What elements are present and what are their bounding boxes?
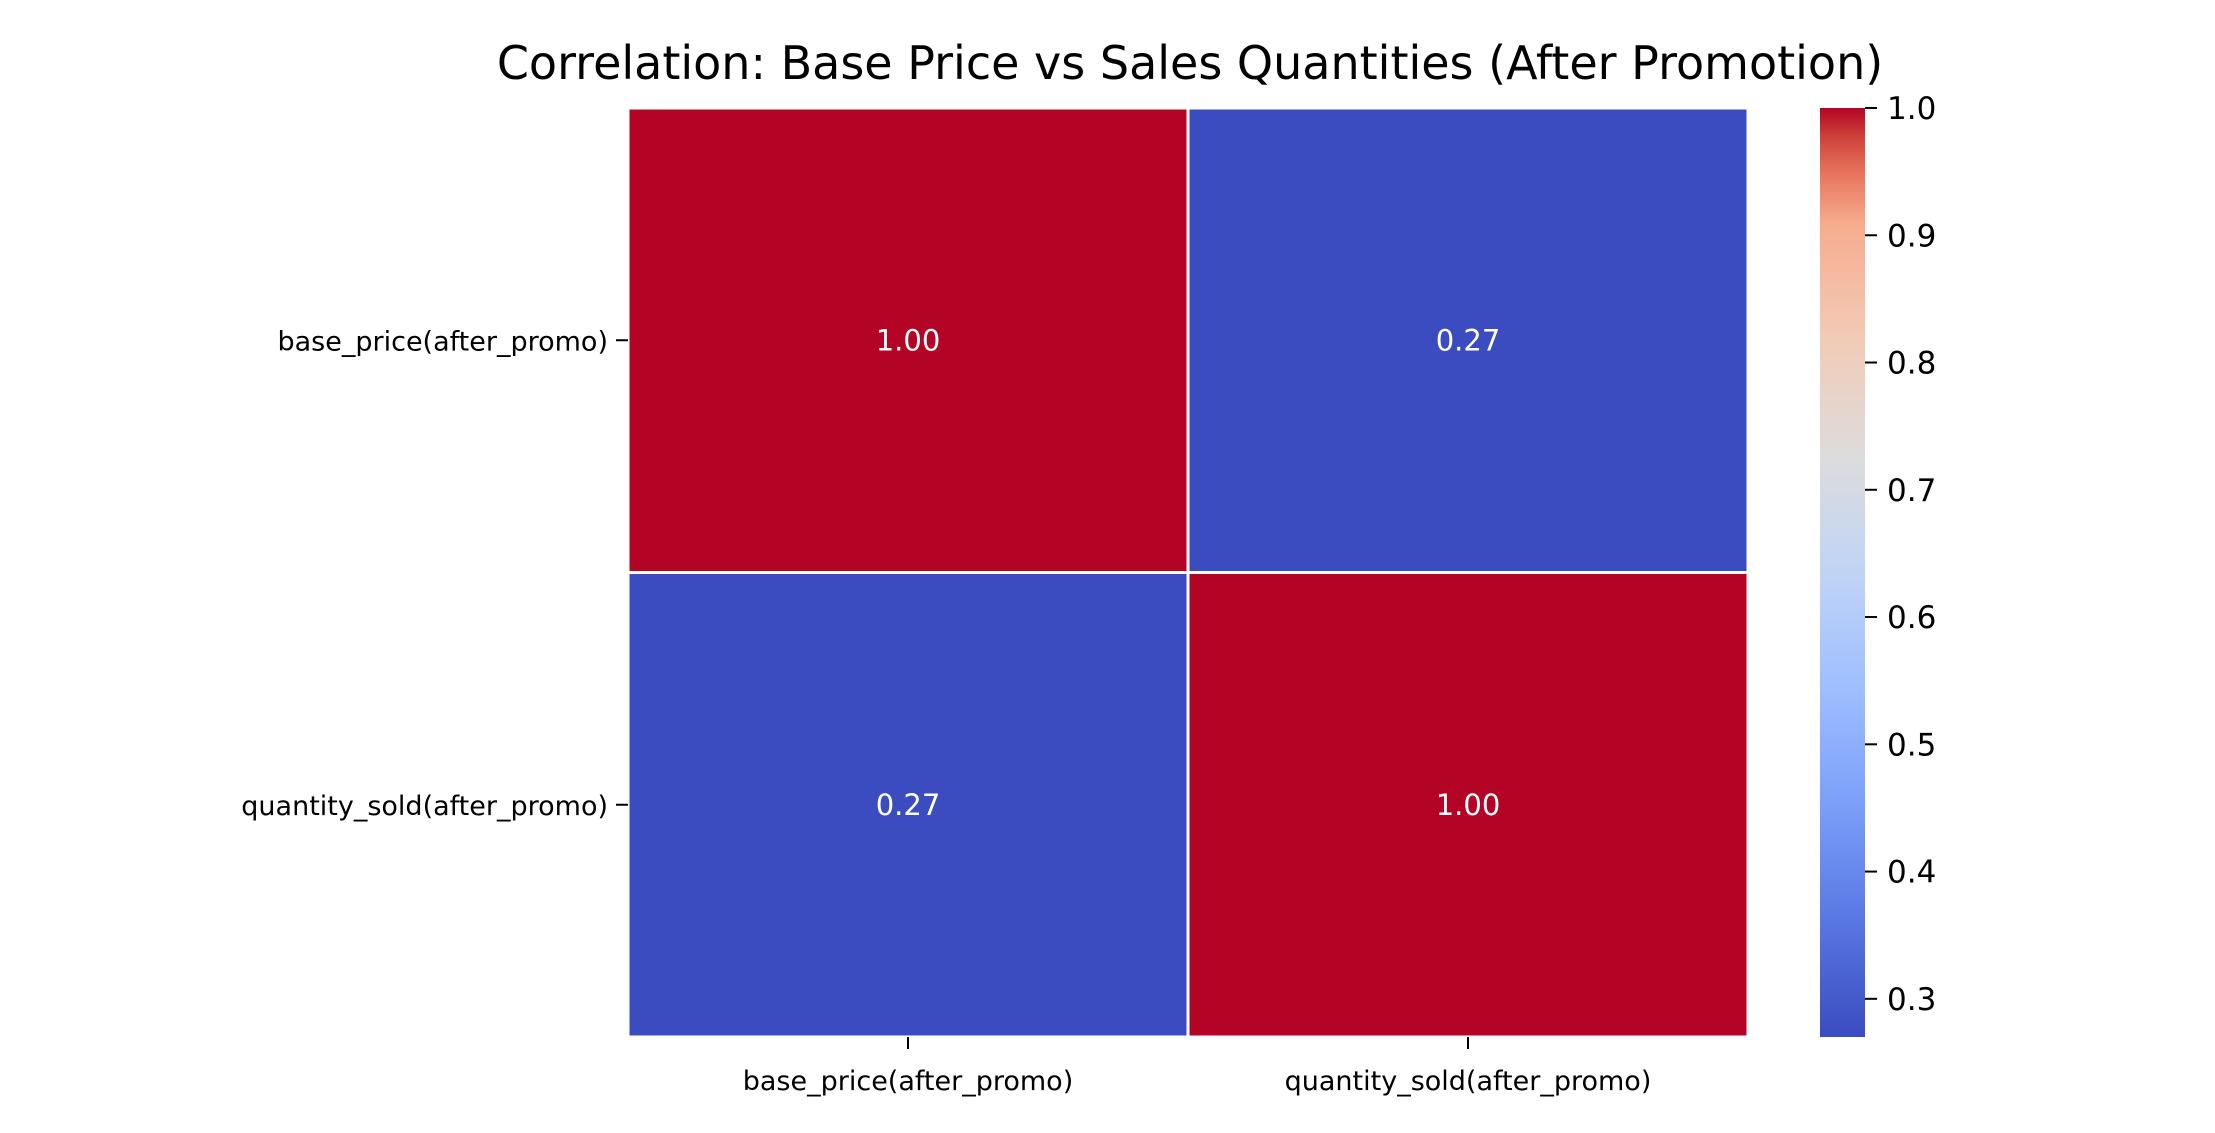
y-tick-label: quantity_sold(after_promo)	[241, 791, 608, 822]
y-axis: base_price(after_promo) quantity_sold(aft…	[241, 326, 628, 822]
heatmap-annotations: 1.00 0.27 0.27 1.00	[876, 323, 1501, 822]
x-axis: base_price(after_promo) quantity_sold(aft…	[743, 1037, 1652, 1097]
colorbar-tick-label: 0.4	[1887, 855, 1936, 891]
colorbar-tick-label: 0.9	[1887, 218, 1936, 254]
chart-title: Correlation: Base Price vs Sales Quantit…	[497, 36, 1883, 90]
heatmap-cell	[626, 571, 1190, 1039]
colorbar-tick-label: 1.0	[1887, 91, 1936, 127]
x-tick-label: base_price(after_promo)	[743, 1066, 1074, 1097]
cell-value-label: 0.27	[1436, 323, 1501, 357]
cell-value-label: 1.00	[876, 323, 941, 357]
colorbar-tick-label: 0.6	[1887, 600, 1936, 636]
colorbar-tick-label: 0.8	[1887, 346, 1936, 382]
cell-value-label: 0.27	[876, 788, 941, 822]
heatmap-cell	[1186, 571, 1750, 1039]
heatmap-cells	[626, 106, 1750, 1039]
colorbar-gradient	[1820, 108, 1865, 1037]
y-tick-label: base_price(after_promo)	[278, 326, 609, 357]
heatmap-cell	[1186, 106, 1750, 574]
colorbar: 0.3 0.4 0.5 0.6 0.7 0.8 0.9 1.0	[1820, 91, 1936, 1037]
colorbar-tick-label: 0.3	[1887, 982, 1936, 1018]
heatmap-cell	[626, 106, 1190, 574]
colorbar-tick-label: 0.5	[1887, 727, 1936, 763]
colorbar-tick-label: 0.7	[1887, 473, 1936, 509]
x-tick-label: quantity_sold(after_promo)	[1285, 1066, 1652, 1097]
cell-value-label: 1.00	[1436, 788, 1501, 822]
colorbar-ticks: 0.3 0.4 0.5 0.6 0.7 0.8 0.9 1.0	[1865, 91, 1936, 1018]
